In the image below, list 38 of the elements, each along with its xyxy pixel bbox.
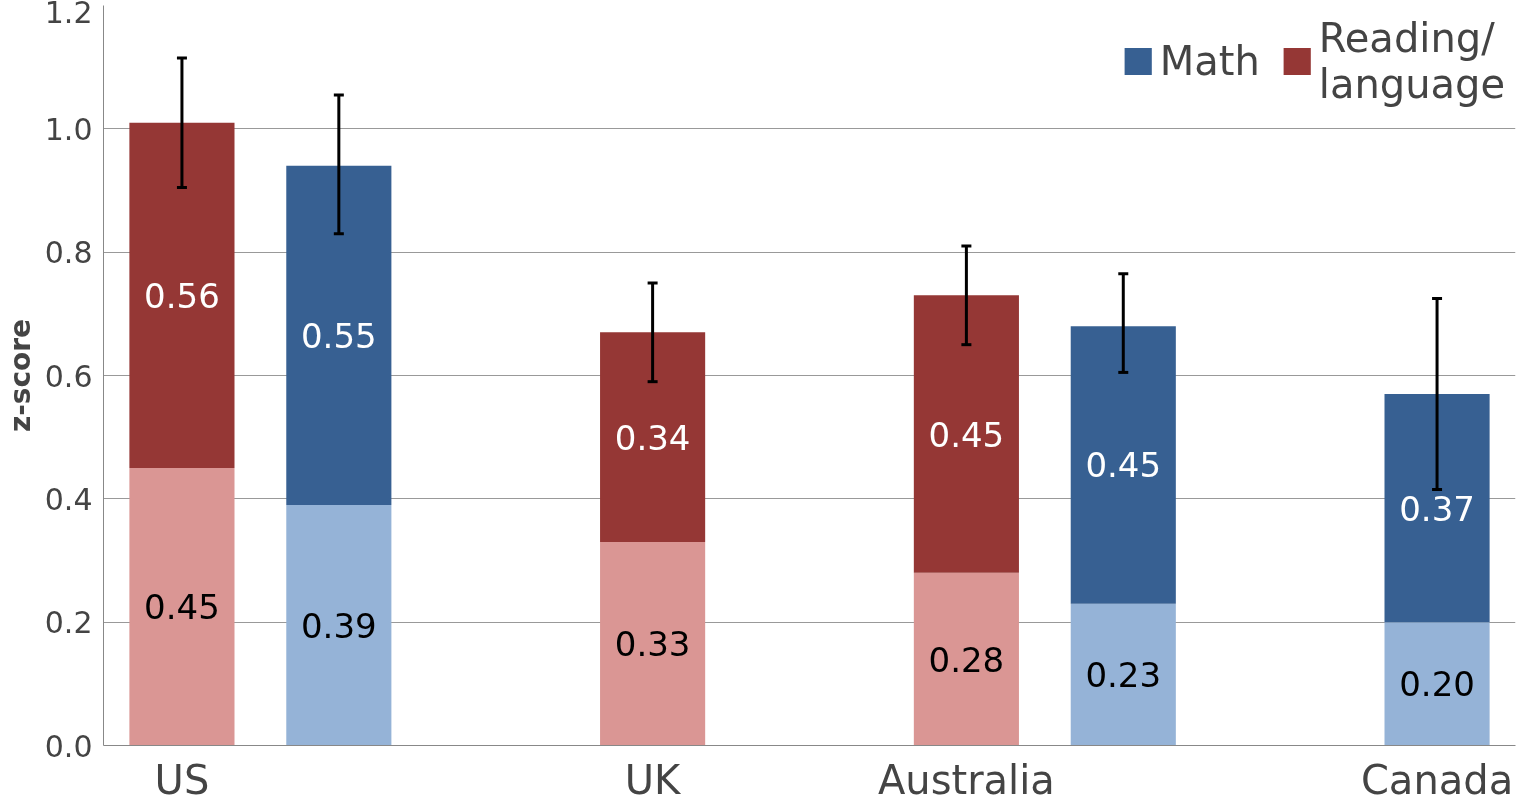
bar <box>129 122 235 468</box>
data-label: 0.34 <box>614 417 691 458</box>
data-label: 0.28 <box>928 639 1005 680</box>
y-tick-label: 0.0 <box>44 728 93 764</box>
y-axis-title: z-score <box>3 318 37 433</box>
bar <box>600 542 706 746</box>
data-label: 0.45 <box>144 587 220 628</box>
bar <box>286 505 392 746</box>
data-label: 0.23 <box>1085 655 1162 696</box>
data-label: 0.20 <box>1399 664 1475 705</box>
data-label: 0.45 <box>1085 445 1162 486</box>
data-label: 0.45 <box>928 414 1005 455</box>
data-label: 0.56 <box>144 275 220 316</box>
bar <box>600 332 706 542</box>
bar <box>1384 394 1490 623</box>
x-tick-label: US <box>154 756 210 803</box>
y-tick-label: 0.2 <box>44 605 93 641</box>
x-tick-label: UK <box>624 756 683 803</box>
legend-label: Math <box>1159 38 1260 84</box>
data-label: 0.39 <box>300 605 377 646</box>
x-tick-label: Australia <box>877 756 1055 803</box>
data-label: 0.55 <box>300 315 377 356</box>
bar <box>286 165 392 505</box>
bar <box>913 572 1019 746</box>
data-label: 0.37 <box>1399 488 1475 529</box>
bar <box>1384 622 1490 746</box>
y-tick-label: 0.6 <box>44 358 93 394</box>
bar <box>1070 326 1176 604</box>
bar <box>1070 603 1176 746</box>
legend-label: Reading/ language <box>1318 15 1505 107</box>
bar <box>913 295 1019 573</box>
bar <box>129 468 235 746</box>
data-label: 0.33 <box>614 624 691 665</box>
y-tick-label: 1.0 <box>44 111 93 147</box>
x-tick-label: Canada <box>1360 756 1514 803</box>
y-tick-label: 0.8 <box>44 235 93 271</box>
y-tick-label: 0.4 <box>44 481 93 517</box>
y-tick-label: 1.2 <box>44 0 93 30</box>
